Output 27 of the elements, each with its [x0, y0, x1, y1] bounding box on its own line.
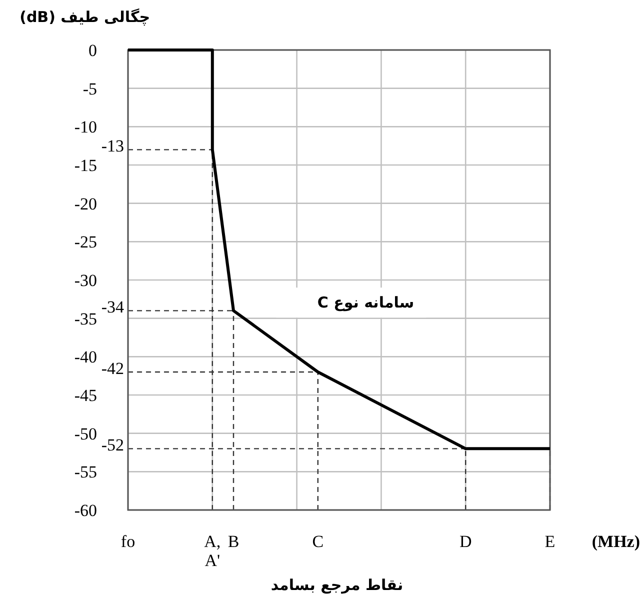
y-tick-label: -55: [74, 462, 97, 482]
y-tick-label: -45: [74, 386, 97, 405]
ref-line-label: -13: [101, 136, 124, 156]
y-tick-label: -10: [74, 118, 97, 137]
text: سامانه نوع C: [317, 294, 414, 312]
y-tick-label: -50: [74, 424, 97, 444]
text: (MHz): [592, 532, 640, 551]
x-tick-label: E: [544, 532, 556, 551]
x-axis-title: نقاط مرجع بسامد: [270, 576, 404, 594]
y-tick-label: -35: [74, 309, 97, 328]
y-tick-label: 0: [88, 41, 97, 60]
y-tick-label: -40: [74, 348, 97, 367]
y-tick-label: -20: [74, 194, 97, 214]
y-tick-label: -5: [82, 79, 97, 98]
x-tick-label: C: [312, 532, 324, 551]
x-tick-label: fo: [120, 532, 136, 551]
y-tick-label: -15: [74, 156, 97, 175]
ref-line-label: -34: [101, 298, 124, 317]
y-tick-label: -25: [74, 232, 97, 252]
y-axis-title: چگالی طیف (dB): [20, 8, 150, 26]
y-tick-label: -60: [74, 501, 97, 520]
x-tick-label: A, A': [204, 532, 221, 570]
ref-line-label: -52: [101, 436, 124, 455]
x-tick-label: D: [459, 532, 472, 551]
x-tick-label: B: [228, 532, 240, 551]
ref-line-label: -42: [101, 359, 124, 378]
y-tick-label: -30: [74, 271, 97, 290]
